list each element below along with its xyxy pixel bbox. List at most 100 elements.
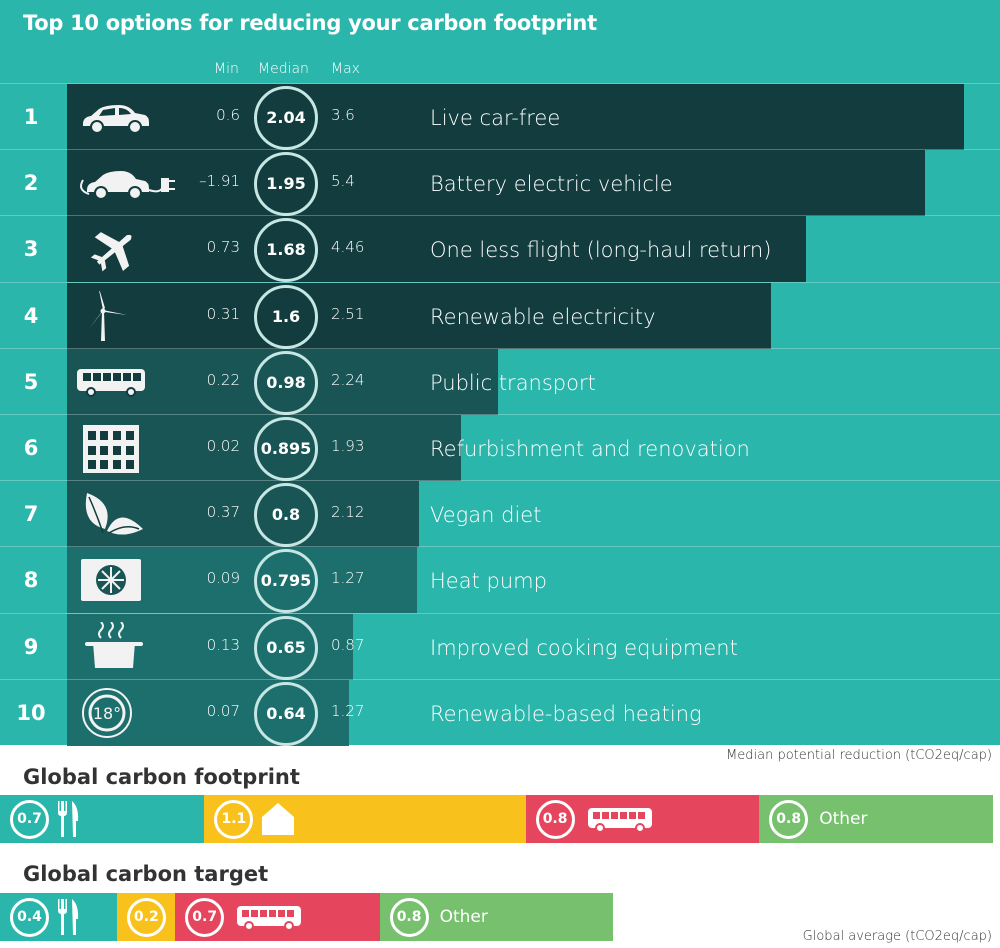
segment-value: 0.8 <box>389 898 429 937</box>
median-value: 0.98 <box>254 350 318 415</box>
table-row: 2 –1.91 1.95 5.4 Battery electric vehicle <box>0 149 1000 217</box>
rank: 3 <box>23 237 39 262</box>
rank: 2 <box>23 171 39 196</box>
house-icon <box>260 801 296 839</box>
table-row: 10 18° 0.07 0.64 1.27 Renewable-based heating <box>0 678 1000 746</box>
table-row: 7 0.37 0.8 2.12 Vegan diet <box>0 480 1000 548</box>
transport-segment: 0.8 <box>525 795 760 843</box>
cutlery-icon <box>56 899 82 939</box>
median-value: 1.95 <box>254 152 318 217</box>
table-row: 6 0.02 0.895 1.93 Refurbishment and renovati… <box>0 414 1000 481</box>
median-axis-note: Median potential reduction (tCO2eq/cap) <box>726 748 992 763</box>
svg-text:18°: 18° <box>93 704 121 723</box>
table-row: 9 0.13 0.65 0.87 Improved cooking equipment <box>0 612 1000 680</box>
bar <box>67 216 806 283</box>
table-row: 4 0.31 1.6 2.51 Renewable electricity <box>0 281 1000 349</box>
min-value: 0.73 <box>206 238 240 257</box>
median-value: 1.6 <box>254 284 318 349</box>
min-value: 0.22 <box>206 370 240 389</box>
option-label: One less flight (long-haul return) <box>430 238 772 263</box>
option-label: Vegan diet <box>430 503 542 528</box>
min-value: 0.37 <box>206 503 240 522</box>
option-label: Heat pump <box>430 569 547 594</box>
segment-value: 0.8 <box>769 800 809 839</box>
max-value: 3.6 <box>331 106 355 124</box>
footprint-title: Global carbon footprint <box>23 765 300 789</box>
electric-car-icon <box>75 158 175 208</box>
bar <box>67 481 419 548</box>
airplane-icon <box>75 224 155 274</box>
rank: 9 <box>23 634 39 659</box>
option-label: Renewable electricity <box>430 304 656 329</box>
top-panel: Top 10 options for reducing your carbon … <box>0 0 1000 746</box>
option-label: Live car-free <box>430 106 561 130</box>
table-row: 3 0.73 1.68 4.46 One less flight (long-haul … <box>0 215 1000 283</box>
table-row: 1 0.6 2.04 3.6 Live car-free <box>0 83 1000 150</box>
wind-turbine-icon <box>75 284 155 341</box>
food-segment: 0.7 <box>0 795 205 843</box>
segment-value: 0.4 <box>10 898 49 937</box>
segment-label: Other <box>819 809 868 829</box>
rank: 5 <box>23 369 39 394</box>
food-segment: 0.4 <box>0 893 117 941</box>
global-average-note: Global average (tCO2eq/cap) <box>802 929 992 944</box>
leaf-icon <box>75 489 155 539</box>
segment-value: 0.8 <box>535 800 575 839</box>
max-value: 2.24 <box>331 370 365 389</box>
building-icon <box>75 423 155 473</box>
transport-segment: 0.7 <box>175 893 380 941</box>
car-icon <box>75 92 155 142</box>
max-value: 2.51 <box>331 304 365 323</box>
median-value: 0.795 <box>254 549 318 614</box>
segment-value: 0.7 <box>10 800 49 839</box>
segment-value: 0.7 <box>185 898 225 937</box>
thermostat-icon: 18° <box>75 687 155 738</box>
rank: 6 <box>23 436 39 460</box>
min-column-header: Min <box>214 61 239 77</box>
median-column-header: Median <box>258 61 309 77</box>
segment-label: Other <box>439 907 488 927</box>
rank: 1 <box>23 105 39 129</box>
bar <box>67 282 771 349</box>
rank: 8 <box>23 568 39 593</box>
max-value: 0.87 <box>331 635 365 654</box>
min-value: 0.07 <box>206 701 240 720</box>
option-label: Renewable-based heating <box>430 701 702 726</box>
option-label: Public transport <box>430 370 596 395</box>
max-value: 1.93 <box>331 437 365 455</box>
bus-icon <box>75 357 155 407</box>
cooking-pot-icon <box>75 620 155 672</box>
max-value: 4.46 <box>331 238 365 257</box>
median-value: 2.04 <box>254 86 318 150</box>
table-row: 5 0.22 0.98 2.24 Public transport <box>0 347 1000 415</box>
rank: 10 <box>16 700 46 725</box>
max-value: 1.27 <box>331 569 365 588</box>
bus-icon <box>235 902 305 936</box>
target-title: Global carbon target <box>23 862 269 886</box>
housing-segment: 0.2 <box>116 893 176 941</box>
median-value: 0.8 <box>254 483 318 548</box>
min-value: 0.31 <box>206 304 240 323</box>
bar <box>67 150 925 217</box>
min-value: 0.13 <box>206 635 240 654</box>
other-segment: 0.8 Other <box>379 893 614 941</box>
segment-value: 0.2 <box>126 898 166 937</box>
rank: 4 <box>23 303 39 328</box>
heat-pump-icon <box>75 555 155 605</box>
median-value: 1.68 <box>254 218 318 283</box>
median-value: 0.65 <box>254 615 318 680</box>
bar <box>67 84 965 150</box>
option-label: Battery electric vehicle <box>430 172 673 197</box>
cutlery-icon <box>56 801 82 841</box>
bus-icon <box>586 804 656 838</box>
min-value: 0.02 <box>206 437 240 455</box>
chart-title: Top 10 options for reducing your carbon … <box>23 11 597 35</box>
segment-value: 1.1 <box>214 800 254 839</box>
min-value: 0.6 <box>216 106 240 124</box>
option-label: Refurbishment and renovation <box>430 437 750 461</box>
max-value: 2.12 <box>331 503 365 522</box>
median-value: 0.895 <box>254 417 318 481</box>
table-row: 8 0.09 0.795 1.27 Heat pump <box>0 546 1000 614</box>
median-value: 0.64 <box>254 681 318 746</box>
min-value: 0.09 <box>206 569 240 588</box>
